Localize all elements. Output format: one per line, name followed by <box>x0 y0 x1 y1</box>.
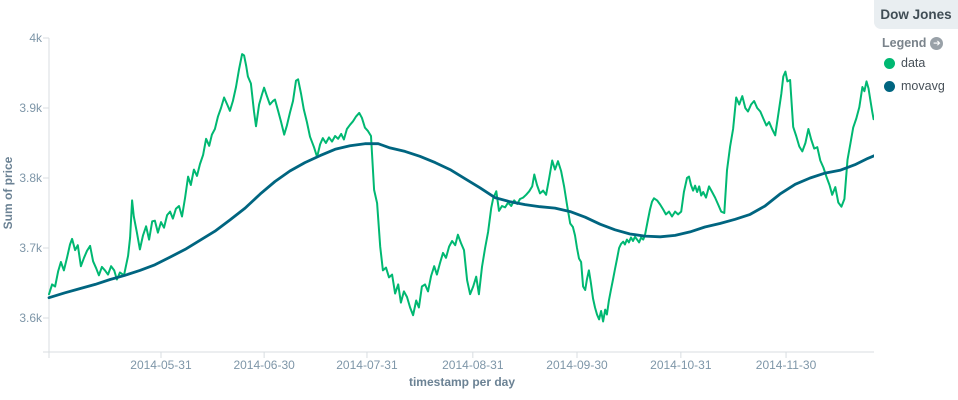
legend-label: Legend <box>882 36 927 50</box>
x-tick-label: 2014-07-31 <box>336 358 398 372</box>
y-tick-label: 3.7k <box>19 241 42 255</box>
legend-item-label: data <box>901 56 926 70</box>
chart-plot[interactable] <box>0 0 876 400</box>
x-axis-title: timestamp per day <box>408 375 516 389</box>
data-swatch-icon <box>884 57 895 69</box>
movavg-swatch-icon <box>884 80 895 92</box>
movavg-series-line <box>47 142 876 300</box>
y-tick-label: 4k <box>29 31 42 45</box>
x-tick-label: 2014-06-30 <box>233 358 295 372</box>
x-tick-label: 2014-08-31 <box>442 358 504 372</box>
panel-title: Dow Jones <box>874 0 958 29</box>
legend-item-label: movavg <box>901 79 945 93</box>
legend-items: data movavg <box>874 56 958 93</box>
y-tick-label: 3.6k <box>19 311 42 325</box>
data-series-line <box>48 53 876 323</box>
x-tick-label: 2014-11-30 <box>755 358 817 372</box>
legend-column: Dow Jones Legend ➔ data movavg <box>874 0 958 400</box>
y-tick-label: 3.8k <box>19 171 42 185</box>
x-tick-label: 2014-09-30 <box>546 358 608 372</box>
x-tick-label: 2014-05-31 <box>130 358 192 372</box>
legend-item-data[interactable]: data <box>884 56 958 70</box>
y-tick-label: 3.9k <box>19 101 42 115</box>
chart-area: Sum of price timestamp per day 4k 3.9k 3.8… <box>0 0 876 400</box>
legend-item-movavg[interactable]: movavg <box>884 79 958 93</box>
arrow-right-circle-icon[interactable]: ➔ <box>930 36 944 50</box>
x-tick-label: 2014-10-31 <box>650 358 712 372</box>
legend-toggle[interactable]: Legend ➔ <box>882 36 958 50</box>
